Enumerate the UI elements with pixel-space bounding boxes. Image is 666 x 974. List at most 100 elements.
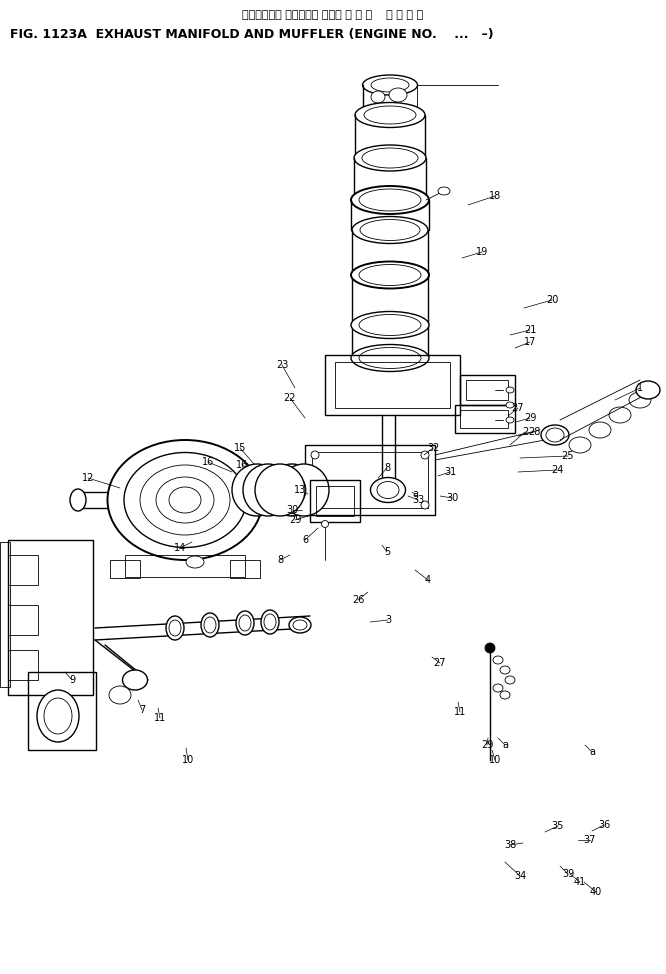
Text: a: a bbox=[412, 489, 418, 499]
Ellipse shape bbox=[421, 451, 429, 459]
Ellipse shape bbox=[351, 345, 429, 371]
Ellipse shape bbox=[259, 473, 291, 507]
Ellipse shape bbox=[311, 501, 319, 509]
Text: 10: 10 bbox=[182, 755, 194, 765]
Ellipse shape bbox=[506, 402, 514, 408]
Text: 5: 5 bbox=[384, 547, 390, 557]
Ellipse shape bbox=[421, 501, 429, 509]
Ellipse shape bbox=[201, 613, 219, 637]
Ellipse shape bbox=[541, 425, 569, 445]
Ellipse shape bbox=[371, 78, 409, 92]
Text: 32: 32 bbox=[427, 443, 439, 453]
Ellipse shape bbox=[264, 614, 276, 630]
Ellipse shape bbox=[354, 145, 426, 171]
Text: 12: 12 bbox=[82, 473, 94, 483]
Text: a: a bbox=[589, 747, 595, 757]
Bar bbox=[305, 445, 435, 515]
Ellipse shape bbox=[609, 407, 631, 423]
Ellipse shape bbox=[44, 698, 72, 734]
Bar bbox=[8, 555, 38, 585]
Ellipse shape bbox=[186, 556, 204, 568]
Bar bbox=[460, 375, 515, 405]
Text: 28: 28 bbox=[528, 427, 540, 437]
Ellipse shape bbox=[362, 75, 418, 95]
Text: 8: 8 bbox=[384, 463, 390, 473]
Text: 18: 18 bbox=[489, 191, 501, 201]
Text: 14: 14 bbox=[174, 543, 186, 553]
Text: エキゾースト マニホルド および マ フ ラ    適 用 号 機: エキゾースト マニホルド および マ フ ラ 適 用 号 機 bbox=[242, 10, 424, 20]
Bar bbox=[8, 540, 93, 695]
Ellipse shape bbox=[629, 392, 651, 408]
Ellipse shape bbox=[485, 643, 495, 653]
Text: 6: 6 bbox=[302, 535, 308, 545]
Text: 35: 35 bbox=[552, 821, 564, 831]
Ellipse shape bbox=[156, 477, 214, 523]
Ellipse shape bbox=[351, 186, 429, 214]
Text: 29: 29 bbox=[289, 515, 301, 525]
Ellipse shape bbox=[293, 620, 307, 630]
Ellipse shape bbox=[359, 189, 421, 211]
Bar bbox=[125, 555, 245, 577]
Bar bbox=[325, 355, 460, 415]
Ellipse shape bbox=[389, 88, 407, 102]
Ellipse shape bbox=[493, 656, 503, 664]
Bar bbox=[110, 560, 140, 578]
Ellipse shape bbox=[267, 464, 317, 516]
Ellipse shape bbox=[359, 315, 421, 335]
Ellipse shape bbox=[377, 481, 399, 499]
Text: 20: 20 bbox=[546, 295, 558, 305]
Ellipse shape bbox=[109, 686, 131, 704]
Text: a: a bbox=[502, 740, 508, 750]
Bar bbox=[8, 605, 38, 635]
Text: 30: 30 bbox=[446, 493, 458, 503]
Bar bbox=[335, 362, 450, 408]
Text: 22: 22 bbox=[284, 393, 296, 403]
Ellipse shape bbox=[506, 417, 514, 423]
Text: 13: 13 bbox=[294, 485, 306, 495]
Text: 11: 11 bbox=[154, 713, 166, 723]
Ellipse shape bbox=[506, 387, 514, 393]
Ellipse shape bbox=[169, 487, 201, 513]
Ellipse shape bbox=[505, 676, 515, 684]
Text: 15: 15 bbox=[234, 443, 246, 453]
Ellipse shape bbox=[352, 216, 428, 244]
Ellipse shape bbox=[360, 219, 420, 241]
Bar bbox=[316, 486, 354, 516]
Text: 30: 30 bbox=[286, 505, 298, 515]
Text: 21: 21 bbox=[524, 325, 536, 335]
Text: 9: 9 bbox=[69, 675, 75, 685]
Text: 7: 7 bbox=[139, 705, 145, 715]
Ellipse shape bbox=[359, 348, 421, 368]
Ellipse shape bbox=[261, 610, 279, 634]
Text: 19: 19 bbox=[476, 247, 488, 257]
Ellipse shape bbox=[37, 690, 79, 742]
Text: 8: 8 bbox=[277, 555, 283, 565]
Ellipse shape bbox=[166, 616, 184, 640]
Ellipse shape bbox=[107, 440, 262, 560]
Ellipse shape bbox=[239, 615, 251, 631]
Text: 26: 26 bbox=[352, 595, 364, 605]
Text: 39: 39 bbox=[562, 869, 574, 879]
Ellipse shape bbox=[169, 620, 181, 636]
Ellipse shape bbox=[500, 691, 510, 699]
Ellipse shape bbox=[289, 617, 311, 633]
Ellipse shape bbox=[255, 464, 305, 516]
Ellipse shape bbox=[589, 422, 611, 438]
Ellipse shape bbox=[70, 489, 86, 511]
Text: 24: 24 bbox=[551, 465, 563, 475]
Ellipse shape bbox=[493, 684, 503, 692]
Ellipse shape bbox=[500, 666, 510, 674]
Ellipse shape bbox=[140, 465, 230, 535]
Text: 34: 34 bbox=[514, 871, 526, 881]
Text: 3: 3 bbox=[385, 615, 391, 625]
Ellipse shape bbox=[279, 464, 329, 516]
Text: 16: 16 bbox=[236, 460, 248, 470]
Ellipse shape bbox=[364, 106, 416, 124]
Text: 33: 33 bbox=[412, 495, 424, 505]
Ellipse shape bbox=[124, 453, 246, 547]
Text: 29: 29 bbox=[481, 740, 494, 750]
Ellipse shape bbox=[636, 381, 660, 399]
Text: 27: 27 bbox=[434, 658, 446, 668]
Ellipse shape bbox=[123, 670, 147, 690]
Text: 11: 11 bbox=[454, 707, 466, 717]
